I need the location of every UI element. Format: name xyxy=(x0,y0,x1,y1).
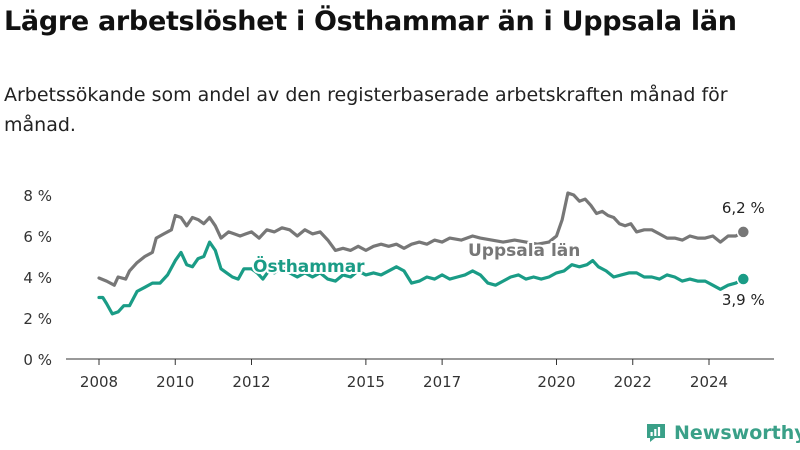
y-tick-label: 8 % xyxy=(23,187,52,205)
x-tick-label: 2015 xyxy=(347,373,385,391)
newsworthy-logo-icon xyxy=(647,424,665,442)
series-line-osthammar xyxy=(97,240,745,316)
x-tick-label: 2008 xyxy=(80,373,118,391)
x-tick-label: 2017 xyxy=(423,373,461,391)
y-tick-label: 2 % xyxy=(23,310,52,328)
y-tick-label: 6 % xyxy=(23,228,52,246)
end-point-osthammar xyxy=(736,272,751,286)
x-tick-label: 2022 xyxy=(614,373,652,391)
chart-title: Lägre arbetslöshet i Östhammar än i Upps… xyxy=(4,6,737,37)
end-label-uppsala-lan: 6,2 % xyxy=(722,199,765,217)
x-tick-label: 2024 xyxy=(690,373,728,391)
end-label-osthammar: 3,9 % xyxy=(722,291,765,309)
series-line-uppsala-lan xyxy=(97,191,745,287)
y-tick-label: 4 % xyxy=(23,269,52,287)
newsworthy-logo-text: Newsworthy xyxy=(674,422,800,444)
series-label-halo-osthammar: Östhammar xyxy=(253,255,365,277)
chart-subtitle: Arbetssökande som andel av den registerb… xyxy=(4,84,728,136)
series-label-halo-uppsala-lan: Uppsala län xyxy=(468,241,580,261)
newsworthy-logo[interactable]: Newsworthy xyxy=(644,419,800,447)
end-point-uppsala-lan xyxy=(736,225,751,239)
x-tick-label: 2010 xyxy=(156,373,194,391)
series-label-osthammar: Östhammar xyxy=(253,255,365,277)
x-tick-label: 2012 xyxy=(232,373,270,391)
y-tick-label: 0 % xyxy=(23,351,52,369)
x-tick-label: 2020 xyxy=(537,373,575,391)
series-label-uppsala-lan: Uppsala län xyxy=(468,241,580,261)
